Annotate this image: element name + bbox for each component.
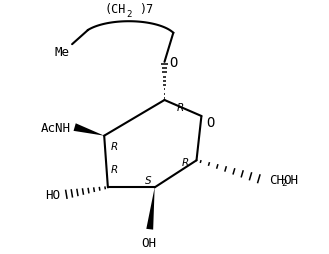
- Text: HO: HO: [45, 188, 60, 201]
- Text: 2: 2: [281, 179, 286, 188]
- Text: R: R: [182, 157, 189, 167]
- Text: OH: OH: [283, 174, 298, 187]
- Text: (CH: (CH: [105, 3, 126, 16]
- Text: OH: OH: [141, 236, 156, 249]
- Text: )7: )7: [139, 3, 153, 16]
- Text: O: O: [206, 116, 215, 130]
- Text: R: R: [111, 141, 118, 151]
- Polygon shape: [146, 188, 155, 230]
- Text: AcNH: AcNH: [41, 121, 71, 134]
- Text: CH: CH: [269, 174, 284, 187]
- Text: R: R: [111, 164, 118, 174]
- Text: R: R: [177, 103, 184, 113]
- Text: Me: Me: [55, 46, 70, 59]
- Text: 2: 2: [126, 10, 132, 19]
- Text: S: S: [145, 175, 152, 185]
- Text: O: O: [169, 56, 178, 70]
- Polygon shape: [74, 124, 104, 136]
